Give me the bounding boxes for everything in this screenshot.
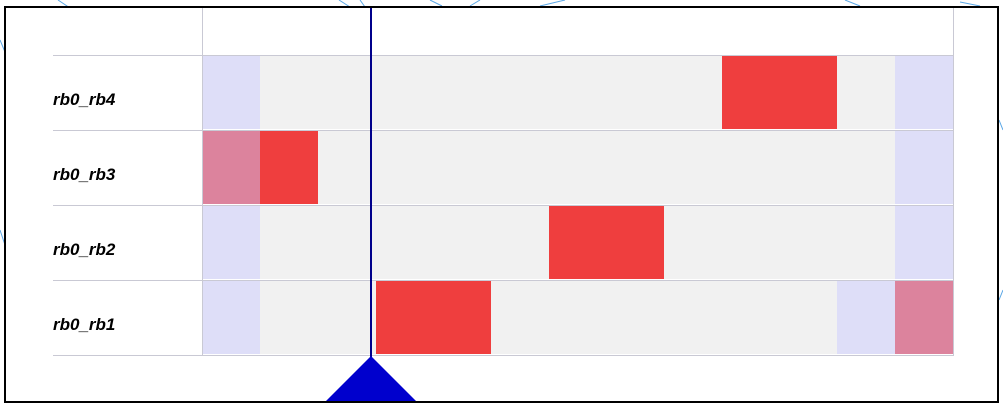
idle-block[interactable] <box>895 205 953 279</box>
active-block[interactable] <box>260 130 318 204</box>
idle-block[interactable] <box>203 280 260 354</box>
time-cursor-line[interactable] <box>370 8 372 357</box>
row-label-rb0-rb4: rb0_rb4 <box>53 90 116 109</box>
active-block[interactable] <box>376 280 491 354</box>
idle-block[interactable] <box>203 205 260 279</box>
timeline-panel: rb0_rb4 rb0_rb3 rb0_rb2 rb0_rb1 <box>4 6 999 403</box>
row-divider <box>53 130 954 131</box>
row-divider <box>53 205 954 206</box>
overlap-block[interactable] <box>895 280 953 354</box>
idle-block[interactable] <box>895 55 953 129</box>
active-block[interactable] <box>722 55 837 129</box>
row-label-rb0-rb1: rb0_rb1 <box>53 315 116 334</box>
row-label-rb0-rb3: rb0_rb3 <box>53 165 116 184</box>
active-block[interactable] <box>549 205 664 279</box>
row-divider <box>53 280 954 281</box>
overlap-block[interactable] <box>203 130 260 204</box>
lane-rb0-rb4 <box>203 55 953 129</box>
label-column-divider <box>202 8 203 355</box>
idle-block[interactable] <box>837 280 895 354</box>
row-divider <box>53 355 954 356</box>
lane-rb0-rb1 <box>203 280 953 354</box>
right-edge-divider <box>953 8 954 355</box>
idle-block[interactable] <box>203 55 260 129</box>
lane-rb0-rb3 <box>203 130 953 204</box>
idle-block[interactable] <box>895 130 953 204</box>
row-label-rb0-rb2: rb0_rb2 <box>53 240 116 259</box>
row-divider <box>53 55 954 56</box>
